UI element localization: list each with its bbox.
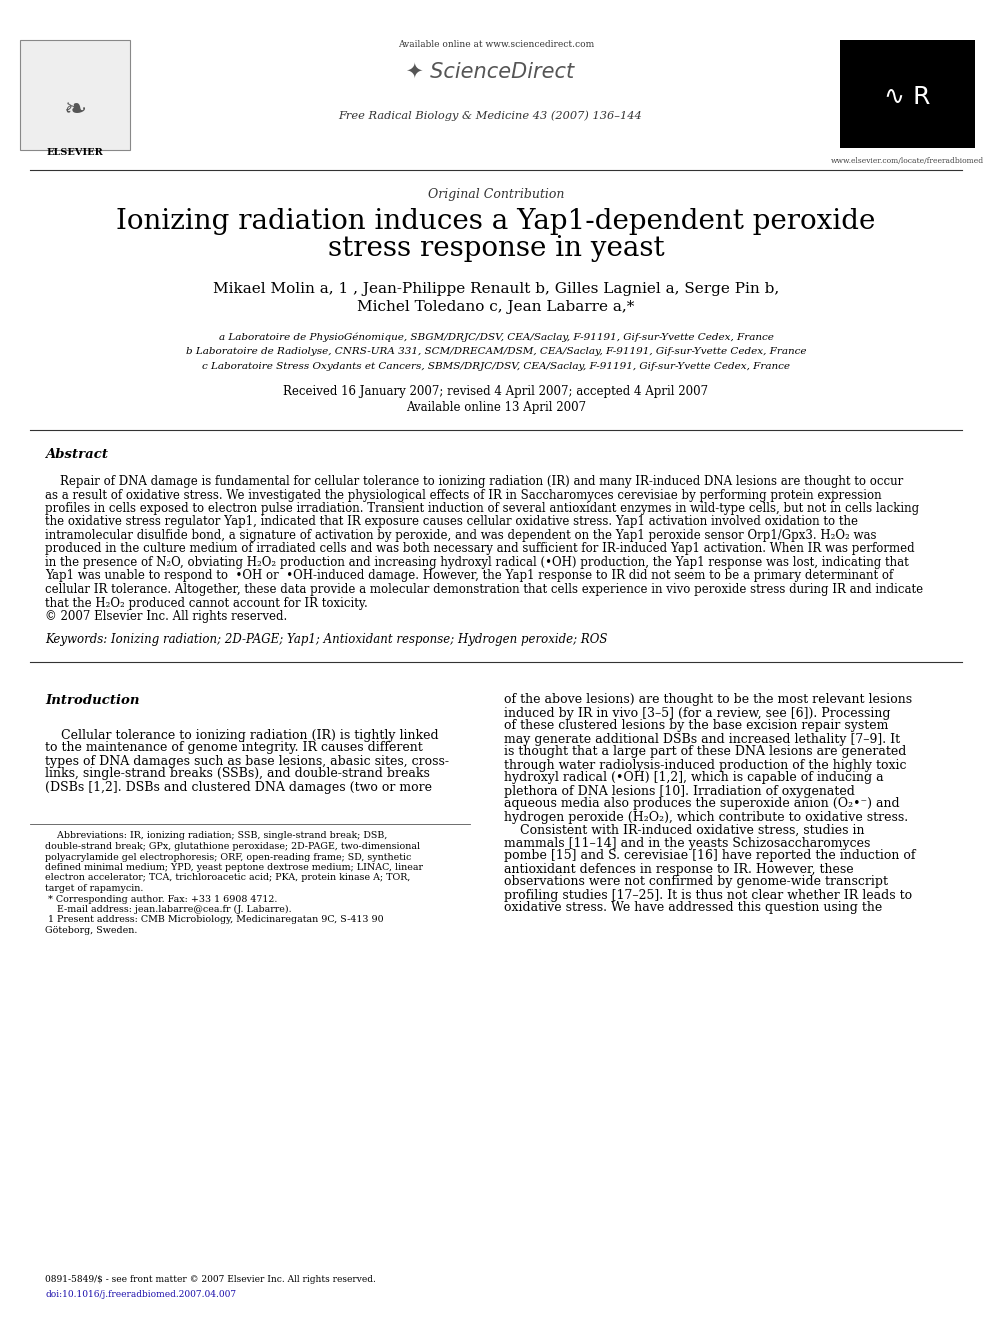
Text: Abstract: Abstract bbox=[45, 448, 108, 460]
Text: * Corresponding author. Fax: +33 1 6908 4712.: * Corresponding author. Fax: +33 1 6908 … bbox=[45, 894, 278, 904]
Text: Introduction: Introduction bbox=[45, 693, 140, 706]
Text: of these clustered lesions by the base excision repair system: of these clustered lesions by the base e… bbox=[504, 720, 889, 733]
Text: Michel Toledano c, Jean Labarre a,*: Michel Toledano c, Jean Labarre a,* bbox=[357, 300, 635, 314]
Text: mammals [11–14] and in the yeasts Schizosaccharomyces: mammals [11–14] and in the yeasts Schizo… bbox=[504, 836, 870, 849]
Text: polyacrylamide gel electrophoresis; ORF, open-reading frame; SD, synthetic: polyacrylamide gel electrophoresis; ORF,… bbox=[45, 852, 412, 861]
Text: ❧: ❧ bbox=[63, 97, 86, 124]
Text: © 2007 Elsevier Inc. All rights reserved.: © 2007 Elsevier Inc. All rights reserved… bbox=[45, 610, 288, 623]
Text: produced in the culture medium of irradiated cells and was both necessary and su: produced in the culture medium of irradi… bbox=[45, 542, 915, 556]
Text: induced by IR in vivo [3–5] (for a review, see [6]). Processing: induced by IR in vivo [3–5] (for a revie… bbox=[504, 706, 891, 720]
Text: that the H₂O₂ produced cannot account for IR toxicity.: that the H₂O₂ produced cannot account fo… bbox=[45, 597, 368, 610]
Text: defined minimal medium; YPD, yeast peptone dextrose medium; LINAC, linear: defined minimal medium; YPD, yeast pepto… bbox=[45, 863, 423, 872]
Text: antioxidant defences in response to IR. However, these: antioxidant defences in response to IR. … bbox=[504, 863, 854, 876]
Text: Abbreviations: IR, ionizing radiation; SSB, single-strand break; DSB,: Abbreviations: IR, ionizing radiation; S… bbox=[45, 831, 387, 840]
Text: profiles in cells exposed to electron pulse irradiation. Transient induction of : profiles in cells exposed to electron pu… bbox=[45, 501, 920, 515]
Text: of the above lesions) are thought to be the most relevant lesions: of the above lesions) are thought to be … bbox=[504, 693, 912, 706]
Text: is thought that a large part of these DNA lesions are generated: is thought that a large part of these DN… bbox=[504, 745, 907, 758]
Text: Available online at www.sciencedirect.com: Available online at www.sciencedirect.co… bbox=[398, 40, 594, 49]
Text: cellular IR tolerance. Altogether, these data provide a molecular demonstration : cellular IR tolerance. Altogether, these… bbox=[45, 583, 924, 595]
Text: Göteborg, Sweden.: Göteborg, Sweden. bbox=[45, 926, 137, 935]
Text: www.elsevier.com/locate/freeradbiomed: www.elsevier.com/locate/freeradbiomed bbox=[830, 157, 983, 165]
Text: 1 Present address: CMB Microbiology, Medicinaregatan 9C, S-413 90: 1 Present address: CMB Microbiology, Med… bbox=[45, 916, 384, 925]
Text: Repair of DNA damage is fundamental for cellular tolerance to ionizing radiation: Repair of DNA damage is fundamental for … bbox=[45, 475, 904, 488]
Text: through water radiolysis-induced production of the highly toxic: through water radiolysis-induced product… bbox=[504, 758, 907, 771]
Text: Received 16 January 2007; revised 4 April 2007; accepted 4 April 2007: Received 16 January 2007; revised 4 Apri… bbox=[284, 385, 708, 398]
Text: plethora of DNA lesions [10]. Irradiation of oxygenated: plethora of DNA lesions [10]. Irradiatio… bbox=[504, 785, 855, 798]
Text: may generate additional DSBs and increased lethality [7–9]. It: may generate additional DSBs and increas… bbox=[504, 733, 900, 745]
FancyBboxPatch shape bbox=[20, 40, 130, 149]
Text: b Laboratoire de Radiolyse, CNRS-URA 331, SCM/DRECAM/DSM, CEA/Saclay, F-91191, G: b Laboratoire de Radiolyse, CNRS-URA 331… bbox=[186, 347, 806, 356]
Text: aqueous media also produces the superoxide anion (O₂•⁻) and: aqueous media also produces the superoxi… bbox=[504, 798, 900, 811]
Text: Keywords: Ionizing radiation; 2D-PAGE; Yap1; Antioxidant response; Hydrogen pero: Keywords: Ionizing radiation; 2D-PAGE; Y… bbox=[45, 634, 607, 647]
Text: hydroxyl radical (•OH) [1,2], which is capable of inducing a: hydroxyl radical (•OH) [1,2], which is c… bbox=[504, 771, 884, 785]
Bar bbox=[840, 40, 975, 148]
Text: ∿ R: ∿ R bbox=[884, 85, 930, 108]
Text: (DSBs [1,2]. DSBs and clustered DNA damages (two or more: (DSBs [1,2]. DSBs and clustered DNA dama… bbox=[45, 781, 432, 794]
Text: Ionizing radiation induces a Yap1-dependent peroxide: Ionizing radiation induces a Yap1-depend… bbox=[116, 208, 876, 235]
Text: to the maintenance of genome integrity. IR causes different: to the maintenance of genome integrity. … bbox=[45, 741, 423, 754]
Text: ✦ ScienceDirect: ✦ ScienceDirect bbox=[406, 62, 574, 82]
Text: as a result of oxidative stress. We investigated the physiological effects of IR: as a result of oxidative stress. We inve… bbox=[45, 488, 882, 501]
Text: the oxidative stress regulator Yap1, indicated that IR exposure causes cellular : the oxidative stress regulator Yap1, ind… bbox=[45, 516, 858, 528]
Text: links, single-strand breaks (SSBs), and double-strand breaks: links, single-strand breaks (SSBs), and … bbox=[45, 767, 430, 781]
Text: E-mail address: jean.labarre@cea.fr (J. Labarre).: E-mail address: jean.labarre@cea.fr (J. … bbox=[45, 905, 292, 914]
Text: stress response in yeast: stress response in yeast bbox=[327, 235, 665, 262]
Text: oxidative stress. We have addressed this question using the: oxidative stress. We have addressed this… bbox=[504, 901, 882, 914]
Text: Consistent with IR-induced oxidative stress, studies in: Consistent with IR-induced oxidative str… bbox=[504, 823, 864, 836]
Text: target of rapamycin.: target of rapamycin. bbox=[45, 884, 144, 893]
Text: c Laboratoire Stress Oxydants et Cancers, SBMS/DRJC/DSV, CEA/Saclay, F-91191, Gi: c Laboratoire Stress Oxydants et Cancers… bbox=[202, 363, 790, 370]
Text: types of DNA damages such as base lesions, abasic sites, cross-: types of DNA damages such as base lesion… bbox=[45, 754, 449, 767]
Text: hydrogen peroxide (H₂O₂), which contribute to oxidative stress.: hydrogen peroxide (H₂O₂), which contribu… bbox=[504, 811, 908, 823]
Text: in the presence of N₂O, obviating H₂O₂ production and increasing hydroxyl radica: in the presence of N₂O, obviating H₂O₂ p… bbox=[45, 556, 909, 569]
Text: a Laboratoire de PhysioGénomique, SBGM/DRJC/DSV, CEA/Saclay, F-91191, Gif-sur-Yv: a Laboratoire de PhysioGénomique, SBGM/D… bbox=[218, 332, 774, 341]
Text: Original Contribution: Original Contribution bbox=[428, 188, 564, 201]
Text: intramolecular disulfide bond, a signature of activation by peroxide, and was de: intramolecular disulfide bond, a signatu… bbox=[45, 529, 877, 542]
Text: 0891-5849/$ - see front matter © 2007 Elsevier Inc. All rights reserved.: 0891-5849/$ - see front matter © 2007 El… bbox=[45, 1275, 376, 1285]
Text: observations were not confirmed by genome-wide transcript: observations were not confirmed by genom… bbox=[504, 876, 888, 889]
Text: Available online 13 April 2007: Available online 13 April 2007 bbox=[406, 401, 586, 414]
Text: Free Radical Biology & Medicine 43 (2007) 136–144: Free Radical Biology & Medicine 43 (2007… bbox=[338, 110, 642, 120]
Text: Yap1 was unable to respond to  •OH or  •OH-induced damage. However, the Yap1 res: Yap1 was unable to respond to •OH or •OH… bbox=[45, 569, 893, 582]
Text: doi:10.1016/j.freeradbiomed.2007.04.007: doi:10.1016/j.freeradbiomed.2007.04.007 bbox=[45, 1290, 236, 1299]
Text: double-strand break; GPx, glutathione peroxidase; 2D-PAGE, two-dimensional: double-strand break; GPx, glutathione pe… bbox=[45, 841, 421, 851]
Text: Mikael Molin a, 1 , Jean-Philippe Renault b, Gilles Lagniel a, Serge Pin b,: Mikael Molin a, 1 , Jean-Philippe Renaul… bbox=[213, 282, 779, 296]
Text: Cellular tolerance to ionizing radiation (IR) is tightly linked: Cellular tolerance to ionizing radiation… bbox=[45, 729, 438, 741]
Text: electron accelerator; TCA, trichloroacetic acid; PKA, protein kinase A; TOR,: electron accelerator; TCA, trichloroacet… bbox=[45, 873, 411, 882]
Text: ELSEVIER: ELSEVIER bbox=[47, 148, 103, 157]
Text: pombe [15] and S. cerevisiae [16] have reported the induction of: pombe [15] and S. cerevisiae [16] have r… bbox=[504, 849, 916, 863]
Text: profiling studies [17–25]. It is thus not clear whether IR leads to: profiling studies [17–25]. It is thus no… bbox=[504, 889, 912, 901]
